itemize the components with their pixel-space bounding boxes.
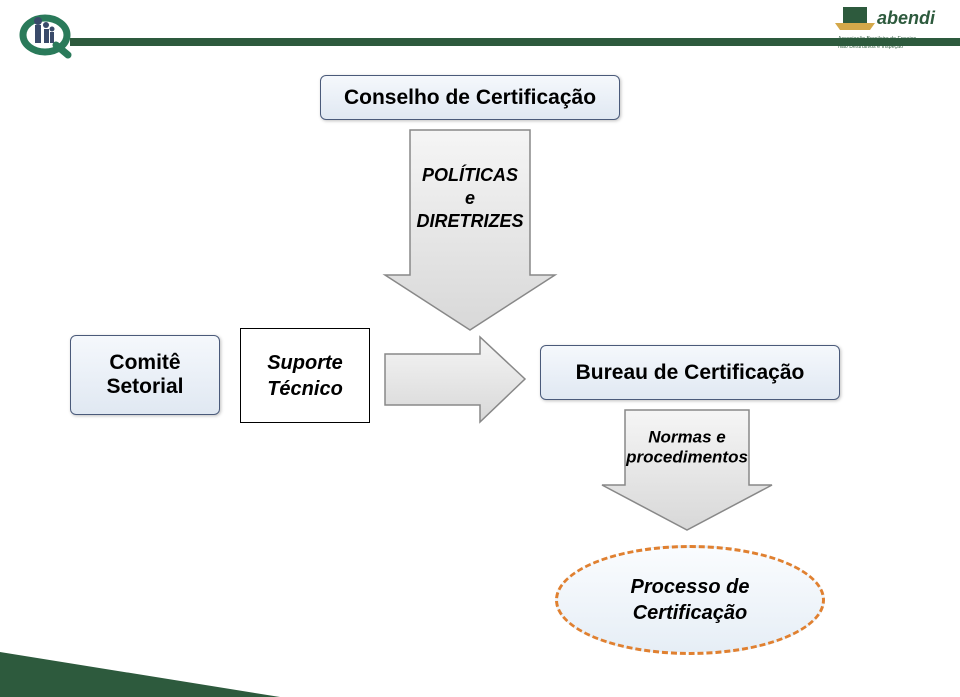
suporte-line1: Suporte xyxy=(267,350,343,376)
ellipse-line1: Processo de xyxy=(631,574,750,600)
bureau-text: Bureau de Certificação xyxy=(576,361,805,385)
header-band xyxy=(70,38,960,46)
comite-box: Comitê Setorial xyxy=(70,335,220,415)
abendi-logo: abendi Associação Brasileira de Ensaios … xyxy=(835,2,950,57)
policies-line3: DIRETRIZES xyxy=(416,210,523,233)
norms-line1: Normas e xyxy=(612,428,762,448)
right-block-arrow xyxy=(380,332,530,427)
policies-arrow-text: POLÍTICAS e DIRETRIZES xyxy=(416,163,523,233)
policies-line2: e xyxy=(416,187,523,210)
process-ellipse: Processo de Certificação xyxy=(555,545,825,655)
ellipse-line2: Certificação xyxy=(631,600,750,626)
norms-line2: procedimentos xyxy=(612,448,762,468)
bureau-box: Bureau de Certificação xyxy=(540,345,840,400)
suporte-box: Suporte Técnico xyxy=(240,328,370,423)
svg-text:Não Destrutivos e Inspeção: Não Destrutivos e Inspeção xyxy=(838,44,903,50)
comite-line1: Comitê xyxy=(106,351,183,375)
svg-text:Associação Brasileira de Ensai: Associação Brasileira de Ensaios xyxy=(838,36,917,42)
suporte-line2: Técnico xyxy=(267,376,343,402)
norms-down-arrow: Normas e procedimentos xyxy=(597,405,777,535)
qc-logo xyxy=(10,5,85,60)
footer-wedge xyxy=(0,652,280,697)
title-text: Conselho de Certificação xyxy=(344,86,596,110)
policies-line1: POLÍTICAS xyxy=(416,163,523,186)
norms-arrow-text: Normas e procedimentos xyxy=(612,428,762,469)
policies-down-arrow: POLÍTICAS e DIRETRIZES xyxy=(380,125,560,335)
comite-line2: Setorial xyxy=(106,375,183,399)
abendi-logo-text: abendi xyxy=(877,8,936,28)
title-box: Conselho de Certificação xyxy=(320,75,620,120)
